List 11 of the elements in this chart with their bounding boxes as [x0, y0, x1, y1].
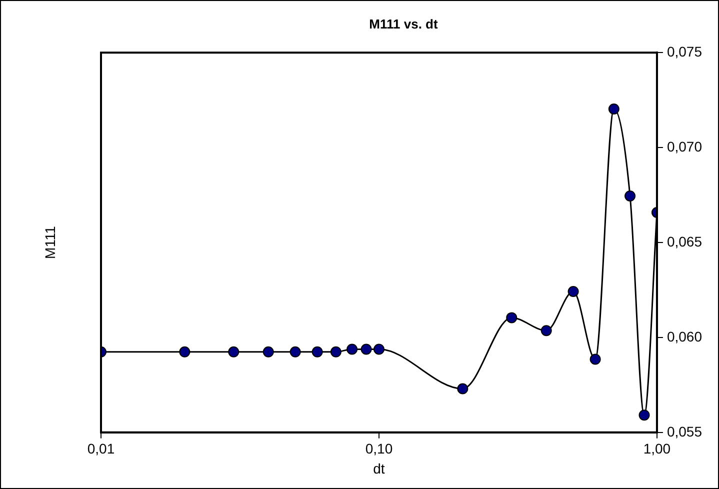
y-tick-label: 0,060 [666, 328, 702, 344]
x-tick-label: 0,01 [87, 440, 115, 457]
y-tick-label: 0,055 [666, 423, 702, 440]
y-tick-label: 0,075 [666, 43, 702, 60]
chart-title: M111 vs. dt [369, 16, 438, 32]
x-tick-label: 1,00 [643, 440, 671, 457]
y-tick-label: 0,070 [666, 138, 702, 154]
y-tick-label: 0,065 [666, 233, 702, 250]
x-axis-title: dt [373, 460, 385, 476]
y-axis-title: M111 [42, 226, 58, 259]
x-tick-label: 0,10 [365, 440, 393, 457]
